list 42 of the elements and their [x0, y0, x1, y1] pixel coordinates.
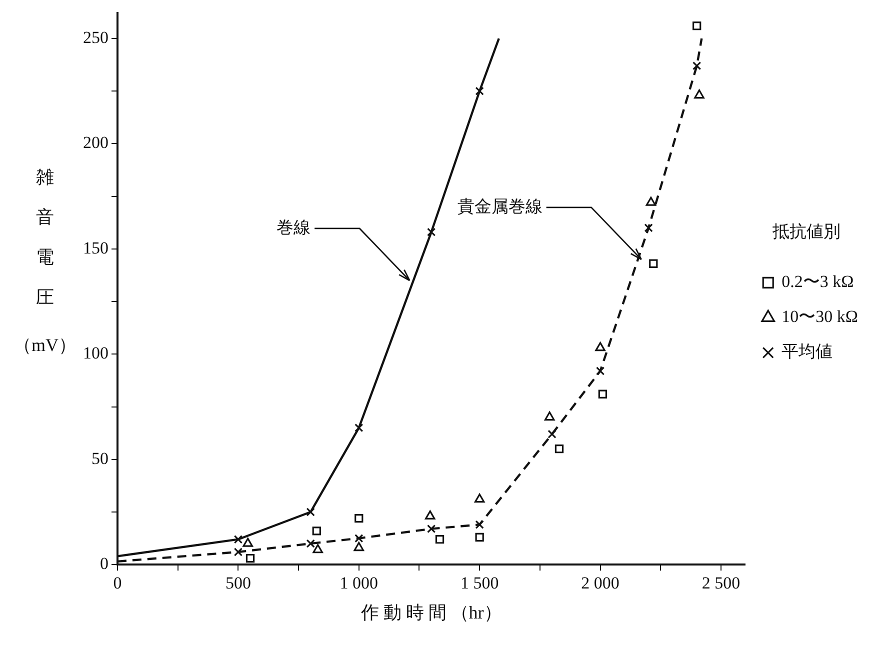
y-tick-label: 100: [83, 344, 108, 363]
x-tick-label: 2 000: [581, 573, 620, 592]
point: [426, 524, 436, 534]
x-tick-label: 0: [113, 573, 122, 592]
point: [354, 514, 364, 523]
legend-label: 平均値: [782, 342, 833, 362]
text: 雑音電圧（mV）: [14, 166, 76, 355]
point: [234, 548, 243, 556]
point: [598, 390, 608, 398]
annotation: 巻線: [276, 218, 311, 237]
point: [424, 510, 436, 520]
point: [692, 61, 702, 70]
point: [692, 21, 702, 30]
x-tick-label: 1 500: [460, 573, 499, 592]
y-tick-label: 0: [100, 554, 108, 574]
y-tick-label: 200: [83, 133, 108, 152]
point: [595, 342, 606, 352]
point: [312, 526, 321, 536]
point: [312, 544, 323, 554]
point: [246, 554, 255, 563]
point: [646, 196, 656, 206]
point: [306, 539, 315, 548]
x-axis-title: 作 動 時 間 （hr）: [360, 602, 502, 622]
point: [554, 444, 564, 454]
legend-label: 0.2〜3 kΩ: [782, 272, 854, 292]
y-tick-label: 150: [83, 238, 108, 258]
point: [694, 89, 704, 99]
point: [544, 411, 555, 421]
annotation: 貴金属巻線: [457, 196, 542, 216]
y-tick-label: 50: [92, 448, 108, 468]
legend-label: 10〜30 kΩ: [782, 307, 858, 326]
x-tick-label: 1 000: [340, 573, 378, 592]
point: [649, 259, 658, 268]
y-tick-label: 250: [83, 28, 108, 47]
legend-title: 抵抗値別: [772, 222, 841, 241]
point: [474, 494, 485, 503]
x-tick-label: 500: [225, 573, 251, 592]
point: [475, 532, 484, 542]
x-tick-label: 2 500: [702, 573, 740, 592]
point: [242, 538, 253, 547]
point: [435, 535, 444, 544]
point: [354, 542, 364, 552]
